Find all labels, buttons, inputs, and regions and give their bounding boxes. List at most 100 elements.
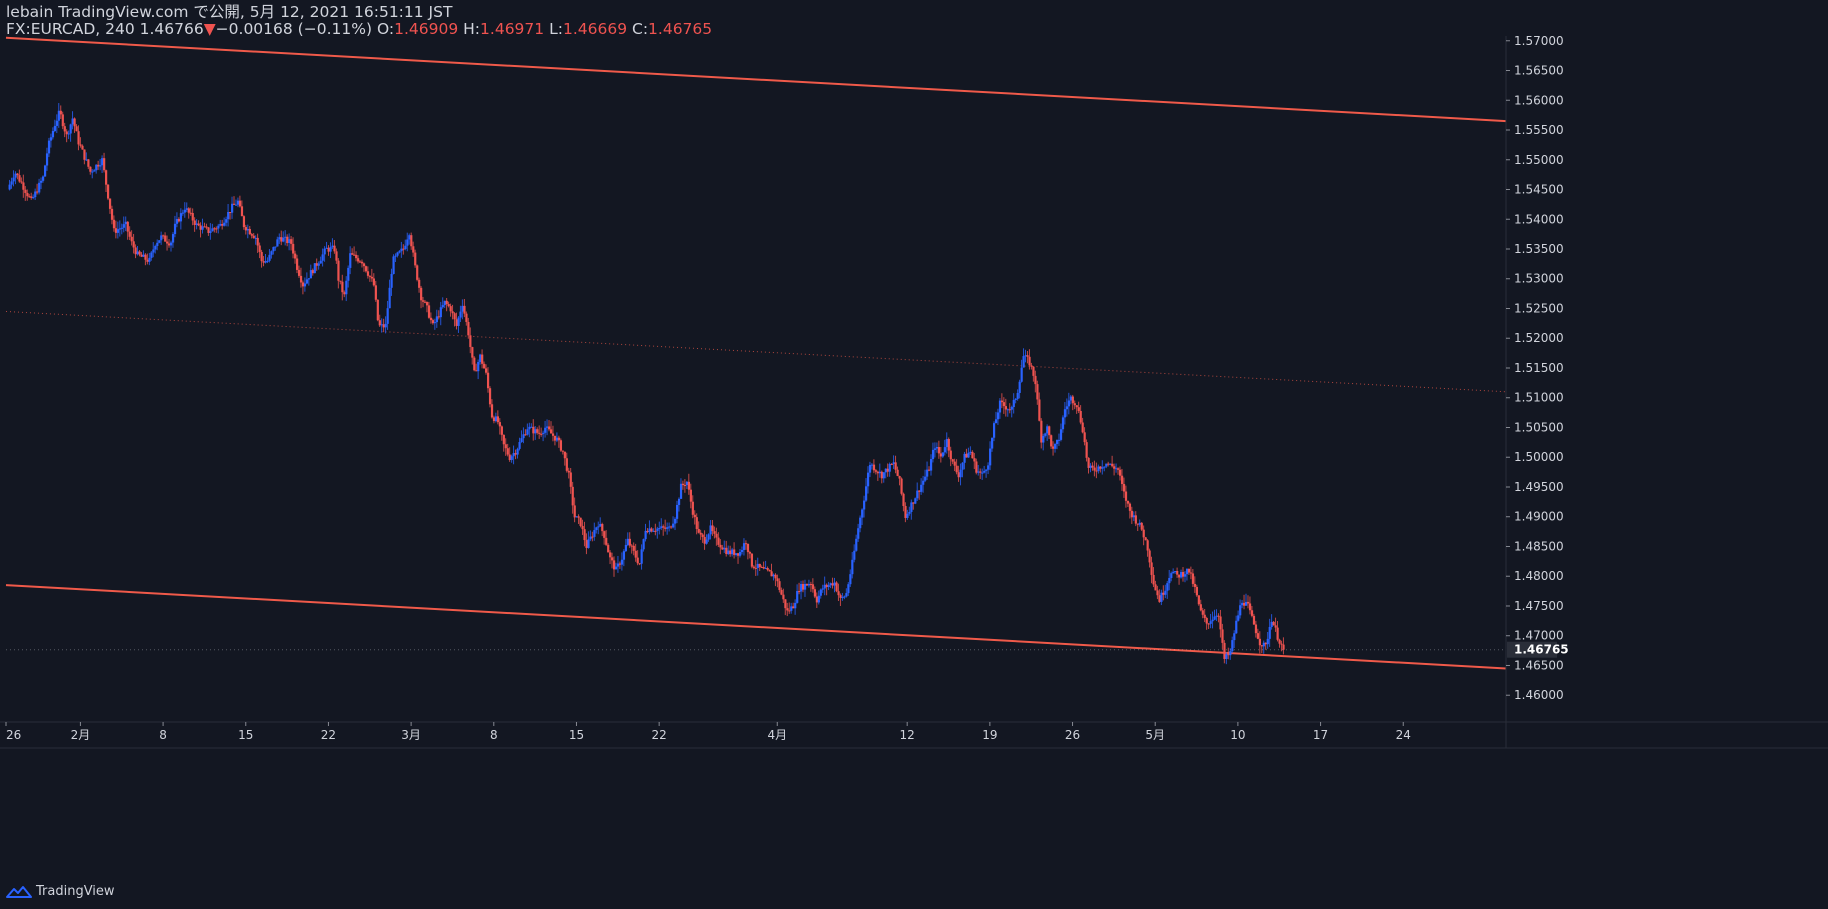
- candle-up: [142, 254, 145, 257]
- candle-down: [1126, 500, 1130, 504]
- candle-down: [492, 417, 496, 422]
- candle-up: [756, 563, 759, 568]
- candle-up: [989, 448, 992, 466]
- candle-up: [303, 283, 307, 287]
- candle-up: [847, 584, 850, 594]
- candle-up: [969, 451, 972, 453]
- candle-up: [47, 140, 51, 154]
- candle-up: [461, 305, 464, 312]
- candle-down: [366, 271, 370, 276]
- candle-down: [569, 472, 572, 487]
- candle-up: [231, 203, 234, 213]
- candle-down: [130, 236, 133, 242]
- candle-down: [73, 118, 76, 127]
- price-change: −0.00168 (−0.11%): [215, 20, 373, 38]
- candle-down: [939, 453, 943, 457]
- candle-down: [1117, 468, 1120, 470]
- candle-down: [646, 530, 649, 533]
- candle-up: [331, 245, 334, 248]
- candle-down: [746, 543, 750, 553]
- candle-up: [14, 173, 17, 178]
- candle-down: [524, 434, 527, 436]
- candle-up: [443, 300, 446, 306]
- candle-down: [670, 526, 673, 528]
- candle-up: [935, 447, 939, 449]
- candle-up: [1168, 577, 1171, 584]
- candle-down: [502, 434, 505, 445]
- candle-up: [264, 261, 267, 263]
- candle-up: [929, 459, 933, 471]
- open-value: 1.46909: [394, 20, 459, 38]
- candle-up: [1138, 522, 1141, 525]
- candle-down: [1050, 435, 1053, 447]
- x-tick-label: 10: [1230, 728, 1245, 742]
- x-tick-label: 4月: [767, 728, 787, 742]
- candle-down: [1254, 624, 1258, 634]
- candle-up: [254, 237, 257, 239]
- candle-up: [520, 438, 523, 443]
- y-tick-label: 1.52500: [1514, 301, 1564, 315]
- candle-down: [1008, 409, 1011, 411]
- candle-down: [979, 471, 982, 473]
- candle-down: [548, 426, 551, 430]
- candle-down: [1258, 638, 1261, 646]
- candle-up: [945, 438, 948, 448]
- candle-up: [1233, 633, 1236, 641]
- candle-up: [796, 591, 799, 603]
- chart-header: lebain TradingView.com で公開, 5月 12, 2021 …: [6, 4, 712, 38]
- candle-down: [975, 461, 978, 473]
- candle-up: [173, 223, 177, 235]
- candle-up: [924, 476, 927, 481]
- candle-down: [248, 228, 251, 235]
- candle-down: [719, 544, 722, 548]
- candle-down: [904, 505, 907, 518]
- candle-down: [695, 517, 698, 530]
- candle-up: [679, 483, 683, 499]
- candle-down: [290, 239, 293, 244]
- candle-up: [1172, 571, 1175, 574]
- candle-up: [534, 429, 537, 434]
- close-value: 1.46765: [648, 20, 713, 38]
- candle-up: [1014, 398, 1017, 400]
- candle-down: [256, 237, 259, 246]
- candle-up: [794, 602, 797, 609]
- candle-down: [138, 251, 141, 255]
- candle-down: [955, 465, 958, 473]
- candle-up: [851, 559, 854, 575]
- candle-up: [892, 462, 895, 464]
- candle-down: [947, 438, 950, 451]
- candle-down: [693, 514, 696, 518]
- candle-down: [134, 247, 137, 255]
- candle-down: [465, 313, 468, 322]
- candle-down: [475, 370, 478, 372]
- candle-down: [83, 149, 86, 160]
- symbol-label[interactable]: FX:EURCAD, 240: [6, 20, 135, 38]
- candle-up: [845, 593, 848, 597]
- candle-down: [1052, 446, 1055, 449]
- candle-down: [376, 299, 379, 321]
- candle-up: [1018, 381, 1021, 393]
- candle-down: [1219, 616, 1222, 630]
- candle-up: [914, 498, 917, 504]
- candle-down: [798, 591, 801, 593]
- candle-down: [292, 243, 295, 254]
- candle-down: [532, 426, 535, 434]
- candle-down: [1156, 590, 1159, 596]
- low-value: 1.46669: [562, 20, 628, 38]
- candle-down: [473, 357, 476, 371]
- candle-up: [223, 222, 226, 226]
- candle-up: [209, 231, 212, 233]
- candle-up: [1057, 439, 1061, 441]
- candle-up: [1132, 515, 1135, 518]
- brand-footer[interactable]: TradingView: [6, 884, 115, 899]
- candle-down: [221, 223, 224, 226]
- candle-down: [583, 529, 586, 541]
- candle-up: [510, 456, 513, 460]
- candle-down: [22, 182, 25, 190]
- candle-down: [423, 301, 427, 303]
- candle-up: [1063, 409, 1067, 418]
- candle-down: [65, 131, 68, 135]
- candle-up: [803, 583, 807, 590]
- candle-down: [1071, 396, 1074, 404]
